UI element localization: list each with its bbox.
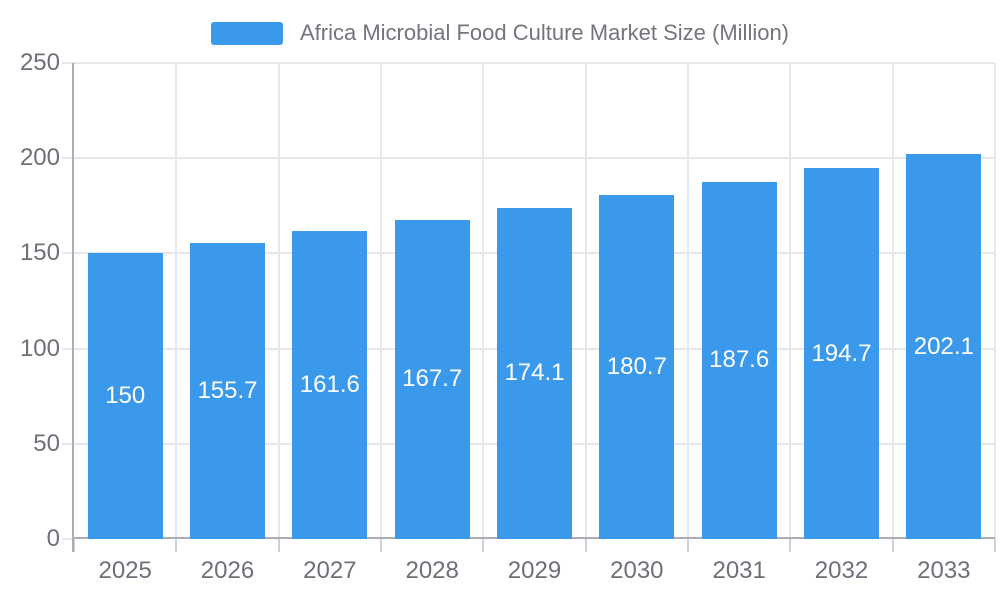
bar-value-label: 180.7 bbox=[606, 352, 667, 380]
y-axis-tick bbox=[62, 538, 74, 540]
x-axis-tick bbox=[73, 539, 75, 552]
bar[interactable] bbox=[497, 207, 572, 539]
x-axis-label: 2033 bbox=[917, 557, 971, 584]
bar-value-label: 174.1 bbox=[504, 359, 565, 387]
y-axis-label: 0 bbox=[46, 525, 60, 552]
y-axis-tick bbox=[62, 347, 74, 350]
y-axis-tick bbox=[62, 252, 74, 255]
bar[interactable] bbox=[292, 231, 368, 539]
x-axis-label: 2026 bbox=[200, 557, 255, 584]
bar-value-label: 202.1 bbox=[913, 332, 974, 360]
y-axis-label: 200 bbox=[19, 144, 60, 172]
x-axis-tick bbox=[789, 539, 792, 552]
bar[interactable] bbox=[599, 194, 675, 539]
y-axis-line bbox=[72, 63, 74, 552]
x-axis-tick bbox=[380, 539, 382, 552]
bar-value-label: 161.6 bbox=[299, 371, 360, 399]
gridline-vertical bbox=[687, 63, 689, 539]
y-axis-label: 150 bbox=[19, 239, 60, 267]
legend-label: Africa Microbial Food Culture Market Siz… bbox=[299, 20, 790, 45]
x-axis-label: 2029 bbox=[507, 557, 562, 584]
bar-value-label: 194.7 bbox=[811, 339, 872, 367]
bar-value-label: 155.7 bbox=[197, 376, 258, 404]
x-axis-label: 2030 bbox=[610, 557, 664, 584]
x-axis-label: 2031 bbox=[712, 557, 766, 584]
x-axis-tick bbox=[687, 539, 689, 552]
x-axis-tick bbox=[277, 539, 280, 552]
gridline-vertical bbox=[584, 63, 587, 539]
gridline-vertical bbox=[994, 63, 996, 539]
y-axis-label: 50 bbox=[33, 429, 60, 457]
bar[interactable] bbox=[87, 253, 163, 539]
gridline-vertical bbox=[789, 63, 792, 539]
bar-value-label: 150 bbox=[105, 382, 146, 410]
legend-item[interactable]: Africa Microbial Food Culture Market Siz… bbox=[0, 20, 1000, 46]
gridline-vertical bbox=[277, 63, 280, 539]
bar[interactable] bbox=[394, 219, 470, 539]
gridline-vertical bbox=[380, 63, 382, 539]
y-axis-label: 250 bbox=[19, 49, 60, 76]
x-axis-label: 2027 bbox=[303, 557, 357, 584]
x-axis-label: 2025 bbox=[98, 557, 152, 584]
bar-value-label: 167.7 bbox=[402, 365, 463, 393]
x-axis-tick bbox=[482, 539, 485, 552]
x-axis-label: 2032 bbox=[814, 557, 869, 584]
bar[interactable] bbox=[906, 154, 982, 539]
gridline-vertical bbox=[482, 63, 485, 539]
y-axis-tick bbox=[62, 442, 74, 445]
x-axis-tick bbox=[584, 539, 587, 552]
x-axis-tick bbox=[994, 539, 996, 552]
legend-swatch-icon bbox=[210, 21, 283, 45]
bar[interactable] bbox=[804, 168, 879, 539]
gridline-vertical bbox=[891, 63, 894, 539]
y-axis-tick bbox=[62, 157, 74, 160]
x-axis-tick bbox=[175, 539, 178, 552]
gridline-horizontal bbox=[74, 62, 995, 64]
x-axis-label: 2028 bbox=[405, 557, 459, 584]
y-axis-tick bbox=[62, 62, 74, 64]
gridline-horizontal bbox=[74, 157, 995, 160]
bar-value-label: 187.6 bbox=[709, 346, 770, 374]
x-axis-tick bbox=[891, 539, 894, 552]
y-axis-label: 100 bbox=[19, 334, 60, 362]
gridline-vertical bbox=[175, 63, 178, 539]
bar[interactable] bbox=[701, 181, 777, 539]
bar[interactable] bbox=[190, 242, 265, 539]
